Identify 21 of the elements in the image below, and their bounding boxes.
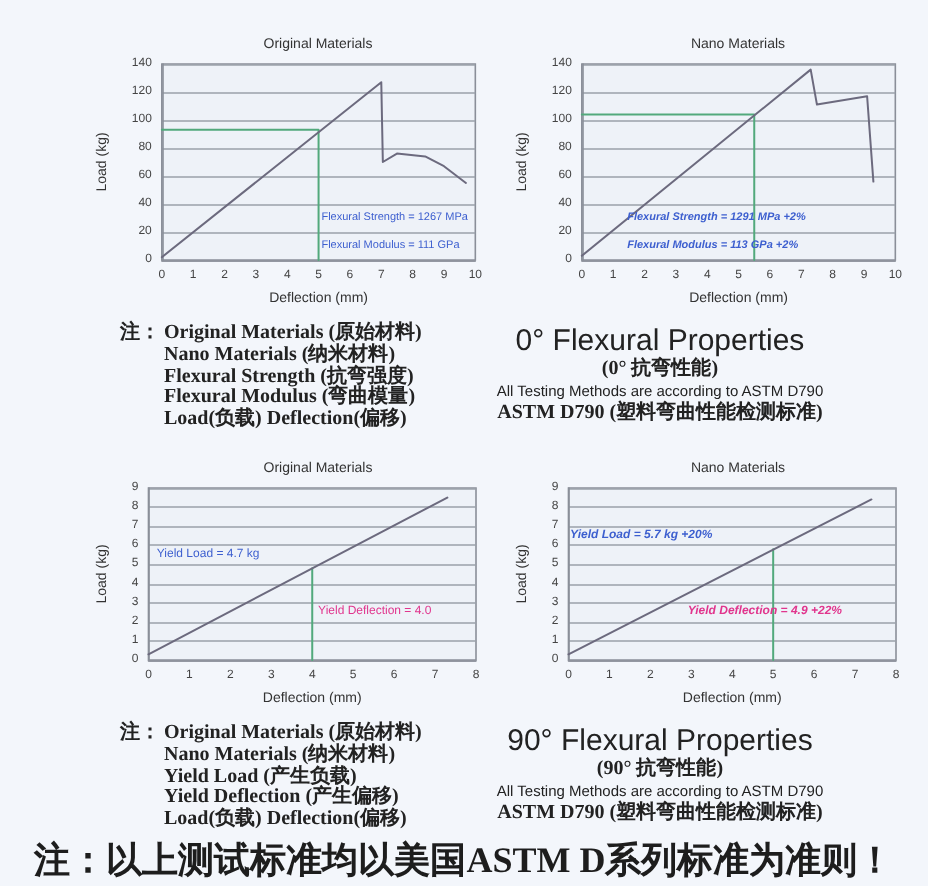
text: 注： bbox=[120, 722, 160, 746]
text: Yield Deflection (产生偏移) bbox=[164, 786, 399, 809]
text: ASTM D790 (塑料弯曲性能检测标准) bbox=[495, 402, 825, 426]
text: Original Materials (原始材料) bbox=[164, 322, 422, 344]
text: (90° 抗弯性能) bbox=[594, 758, 724, 782]
text: 注： bbox=[120, 322, 160, 346]
text: Load(负载) Deflection(偏移) bbox=[164, 408, 407, 432]
text: Nano Materials (纳米材料) bbox=[164, 743, 396, 766]
line-series bbox=[580, 68, 875, 257]
text: 90° Flexural Properties bbox=[505, 724, 815, 758]
text: Nano Materials (纳米材料) bbox=[164, 343, 396, 366]
text: Yield Load (产生负载) bbox=[164, 765, 357, 788]
text: 0° Flexural Properties bbox=[513, 324, 807, 358]
line-series bbox=[160, 81, 467, 259]
text: Flexural Strength (抗弯强度) bbox=[164, 365, 414, 388]
text: (0° 抗弯性能) bbox=[599, 358, 719, 382]
text: Load(负载) Deflection(偏移) bbox=[164, 808, 407, 832]
text: 注：以上测试标准均以美国ASTM D系列标准为准则！ bbox=[34, 837, 894, 883]
text: Original Materials (原始材料) bbox=[164, 722, 422, 744]
text: ASTM D790 (塑料弯曲性能检测标准) bbox=[495, 802, 825, 826]
text: Flexural Modulus (弯曲模量) bbox=[164, 386, 416, 409]
